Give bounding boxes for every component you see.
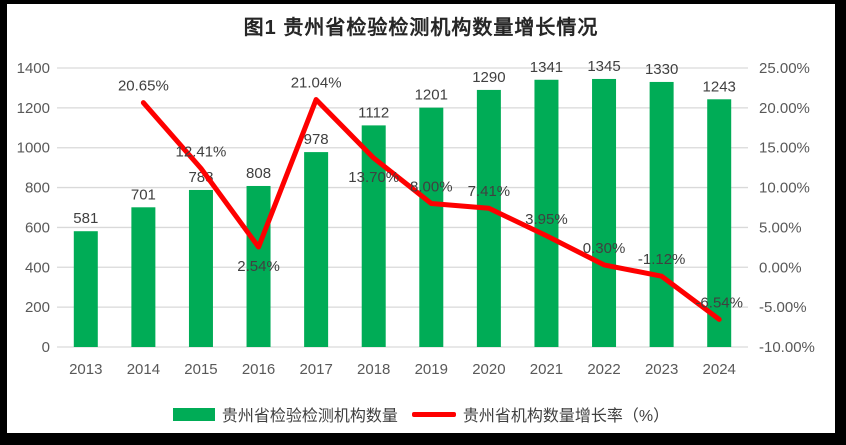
x-axis-tick-label: 2014 — [127, 361, 160, 378]
bar-series-swatch-icon — [172, 407, 215, 421]
left-axis-tick-label: 1200 — [17, 100, 50, 117]
chart-plot: 0 200 400 600 800 1000 1200 1400 -10.00% -5.00% 0.… — [17, 58, 815, 378]
line-series-swatch-icon — [411, 411, 456, 417]
bar-2014 — [131, 207, 156, 347]
left-axis-tick-label: 800 — [25, 180, 50, 197]
right-axis-tick-label: 20.00% — [759, 100, 810, 117]
line-point-label: 3.95% — [525, 211, 568, 228]
legend-label-line-series: 贵州省机构数量增长率（%） — [462, 408, 670, 425]
bar-value-label: 1243 — [703, 78, 736, 95]
right-axis-tick-label: 0.00% — [759, 259, 802, 276]
left-axis-tick-label: 1400 — [17, 60, 50, 77]
x-axis-tick-label: 2017 — [299, 361, 332, 378]
line-point-label: 2.54% — [237, 258, 280, 275]
bar-value-label: 1112 — [358, 104, 389, 121]
legend-item-bar-series: 贵州省检验检测机构数量 — [172, 402, 398, 426]
bar-value-label: 1201 — [415, 87, 448, 104]
line-point-label: 20.65% — [118, 78, 169, 95]
bar-2016 — [246, 185, 271, 347]
x-axis-tick-label: 2013 — [69, 361, 102, 378]
line-point-label: -1.12% — [638, 251, 686, 268]
legend-label-bar-series: 贵州省检验检测机构数量 — [221, 408, 398, 425]
bar-value-label: 581 — [73, 210, 98, 227]
bar-2019 — [419, 107, 444, 347]
bar-value-label: 1345 — [587, 58, 620, 75]
right-axis-tick-label: 10.00% — [759, 180, 810, 197]
x-axis-tick-label: 2019 — [415, 361, 448, 378]
line-point-label: 12.41% — [176, 143, 227, 160]
line-point-label: 7.41% — [468, 183, 511, 200]
right-axis-tick-label: 5.00% — [759, 219, 802, 236]
x-axis-tick-label: 2022 — [587, 361, 620, 378]
chart-title: 图1 贵州省检验检测机构数量增长情况 — [243, 17, 599, 39]
legend: 贵州省检验检测机构数量 贵州省机构数量增长率（%） — [7, 402, 835, 426]
bar-value-label: 808 — [246, 165, 271, 182]
line-point-label: 21.04% — [291, 75, 342, 92]
bar-value-label: 978 — [304, 131, 329, 148]
x-axis-tick-label: 2016 — [242, 361, 275, 378]
bar-2024 — [707, 99, 732, 347]
bar-value-label: 1330 — [645, 61, 678, 78]
bar-2020 — [476, 89, 501, 348]
left-axis-tick-label: 400 — [25, 259, 50, 276]
bar-2023 — [649, 81, 674, 347]
bar-value-label: 701 — [131, 186, 156, 203]
line-point-label: 0.30% — [583, 240, 626, 257]
right-axis-tick-label: 15.00% — [759, 140, 810, 157]
line-point-label: 8.00% — [410, 179, 453, 196]
bar-value-label: 1341 — [530, 59, 563, 76]
right-axis-tick-label: -5.00% — [759, 299, 807, 316]
x-axis-tick-label: 2018 — [357, 361, 390, 378]
right-axis-tick-label: -10.00% — [759, 339, 815, 356]
left-axis-tick-label: 1000 — [17, 140, 50, 157]
bar-2013 — [73, 231, 98, 347]
legend-item-line-series: 贵州省机构数量增长率（%） — [411, 402, 670, 426]
x-axis-tick-label: 2023 — [645, 361, 678, 378]
left-axis-tick-label: 200 — [25, 299, 50, 316]
chart-canvas: 图1 贵州省检验检测机构数量增长情况 0 200 400 600 800 1000 1200… — [7, 4, 835, 433]
left-axis-tick-label: 600 — [25, 219, 50, 236]
bar-2017 — [304, 152, 329, 347]
x-axis-tick-label: 2024 — [703, 361, 736, 378]
line-point-label: 13.70% — [348, 169, 399, 186]
bar-2021 — [534, 79, 559, 347]
bar-2022 — [592, 78, 617, 347]
x-axis-tick-label: 2020 — [472, 361, 505, 378]
line-point-label: -6.54% — [695, 294, 743, 311]
bar-value-label: 1290 — [472, 69, 505, 86]
bar-2015 — [188, 189, 213, 347]
x-axis-tick-label: 2015 — [184, 361, 217, 378]
growth-rate-line — [140, 97, 722, 322]
x-axis-tick-label: 2021 — [530, 361, 563, 378]
left-axis-tick-label: 0 — [42, 339, 50, 356]
right-axis-tick-label: 25.00% — [759, 60, 810, 77]
